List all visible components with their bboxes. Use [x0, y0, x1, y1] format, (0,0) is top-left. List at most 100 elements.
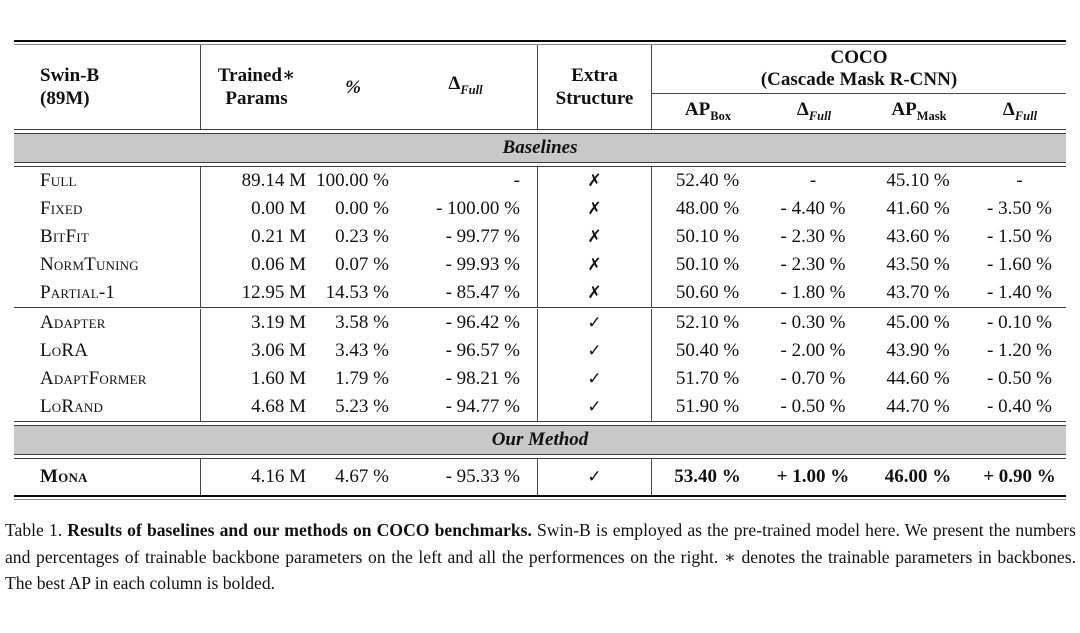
delta-full-cell: - 99.93 % [445, 254, 520, 275]
coco-subheader: APBox ΔFull APMask ΔFull [652, 94, 1066, 129]
percent-cell: 0.23 % [335, 226, 389, 247]
delta-full-header-cell: ΔFull [448, 73, 483, 97]
delta-box-cell: - 4.40 % [780, 198, 846, 219]
percent-cell: 1.79 % [335, 368, 389, 389]
check-mark-icon: ✓ [587, 313, 602, 333]
delta-full-cell: - 94.77 % [445, 396, 520, 417]
extra-structure-cell: ✗ [537, 195, 651, 223]
extra-structure-cell: ✗ [537, 251, 651, 279]
delta-symbol: Δ [448, 73, 461, 95]
method-cell: LoRand [40, 396, 104, 417]
delta-mask-cell: - 1.50 % [987, 226, 1052, 247]
cross-mark-icon: ✗ [587, 227, 602, 247]
extra-structure-cell: ✗ [537, 167, 651, 195]
trained-params-cell: 1.60 M [200, 365, 312, 393]
baselines-group-2: Adapter 3.19 M 3.58 % - 96.42 % ✓ 52.10 … [14, 309, 1066, 421]
delta-full-cell: - 99.77 % [445, 226, 520, 247]
delta-box-cell: - 2.00 % [780, 340, 846, 361]
delta-mask-cell: - 1.60 % [987, 254, 1052, 275]
delta-box-cell: - 0.30 % [780, 312, 846, 333]
delta-mask-cell: + 0.90 % [983, 466, 1056, 487]
delta-box-cell: - 2.30 % [780, 254, 846, 275]
method-cell: Partial-1 [40, 282, 116, 303]
delta-mask-header-cell: ΔFull [1002, 99, 1038, 123]
trained-params-cell: 3.06 M [200, 337, 312, 365]
delta-mask-cell: - [1016, 170, 1023, 191]
cross-mark-icon: ✗ [587, 255, 602, 275]
table-row: LoRand 4.68 M 5.23 % - 94.77 % ✓ 51.90 %… [14, 393, 1066, 421]
delta-full-cell: - 96.42 % [445, 312, 520, 333]
cross-mark-icon: ✗ [587, 283, 602, 303]
caption-bold-title: Results of baselines and our methods on … [67, 520, 532, 540]
ap-mask-header-cell: APMask [891, 99, 947, 123]
ap-box-cell: 51.90 % [651, 393, 763, 421]
delta-symbol: Δ [796, 99, 809, 121]
model-name: Swin-B [40, 65, 100, 86]
percent-cell: 100.00 % [316, 170, 389, 191]
delta-full-cell: - 98.21 % [445, 368, 520, 389]
trained-params-cell: 0.21 M [200, 223, 312, 251]
ap-box-cell: 51.70 % [651, 365, 763, 393]
table-top-rule [14, 40, 1066, 45]
ap-mask-cell: 44.70 % [886, 396, 950, 417]
trained-params-cell: 4.16 M [200, 459, 312, 495]
table-row: Full 89.14 M 100.00 % - ✗ 52.40 % - 45.1… [14, 167, 1066, 195]
check-mark-icon: ✓ [587, 467, 602, 487]
ap-box-cell: 50.40 % [651, 337, 763, 365]
delta-full-cell: - 95.33 % [445, 466, 520, 487]
ap-box-cell: 53.40 % [651, 459, 763, 495]
table-row: LoRA 3.06 M 3.43 % - 96.57 % ✓ 50.40 % -… [14, 337, 1066, 365]
model-header-cell: Swin-B (89M) [14, 45, 200, 129]
table-header: Swin-B (89M) Trained∗ Params % ΔFull Ext… [14, 45, 1066, 129]
delta-full-cell: - [513, 170, 520, 191]
cross-mark-icon: ✗ [587, 199, 602, 219]
extra-structure-cell: ✓ [537, 393, 651, 421]
our-method-section-band: Our Method [14, 426, 1066, 454]
delta-box-cell: + 1.00 % [776, 466, 850, 487]
baselines-section-band: Baselines [14, 134, 1066, 162]
delta-box-cell: - [809, 170, 817, 191]
ap-box-header-cell: APBox [684, 99, 732, 123]
ap-mask-cell: 43.90 % [886, 340, 950, 361]
delta-mask-cell: - 0.10 % [987, 312, 1052, 333]
trained-params-cell: 89.14 M [200, 167, 312, 195]
extra-structure-cell: ✓ [537, 309, 651, 337]
extra-structure-header-cell: Extra Structure [537, 45, 651, 129]
method-cell: Adapter [40, 312, 106, 333]
delta-box-cell: - 2.30 % [780, 226, 846, 247]
percent-cell: 5.23 % [335, 396, 389, 417]
percent-cell: 3.43 % [335, 340, 389, 361]
our-method-section-title: Our Method [491, 429, 589, 450]
extra-structure-cell: ✓ [537, 337, 651, 365]
table-row: Fixed 0.00 M 0.00 % - 100.00 % ✗ 48.00 %… [14, 195, 1066, 223]
table-row: NormTuning 0.06 M 0.07 % - 99.93 % ✗ 50.… [14, 251, 1066, 279]
extra-structure-cell: ✓ [537, 365, 651, 393]
percent-cell: 0.07 % [335, 254, 389, 275]
ap-mask-cell: 46.00 % [884, 466, 952, 487]
ap-mask-cell: 45.10 % [886, 170, 950, 191]
delta-box-cell: - 0.50 % [780, 396, 846, 417]
delta-box-header-cell: ΔFull [796, 99, 832, 123]
percent-cell: 14.53 % [325, 282, 389, 303]
method-cell: LoRA [40, 340, 89, 361]
extra-structure-cell: ✗ [537, 279, 651, 307]
mona-table-row: Mona 4.16 M 4.67 % - 95.33 % ✓ 53.40 % +… [14, 459, 1066, 495]
ap-mask-cell: 43.70 % [886, 282, 950, 303]
ap-box-cell: 50.60 % [651, 279, 763, 307]
trained-params-cell: 0.00 M [200, 195, 312, 223]
trained-params-cell: 0.06 M [200, 251, 312, 279]
trained-params-cell: 4.68 M [200, 393, 312, 421]
rule [14, 129, 1066, 134]
baselines-section-title: Baselines [502, 137, 578, 158]
trained-params-header-cell: Trained∗ Params [200, 45, 312, 129]
delta-mask-cell: - 1.40 % [987, 282, 1052, 303]
ap-mask-cell: 43.60 % [886, 226, 950, 247]
delta-box-cell: - 1.80 % [780, 282, 846, 303]
check-mark-icon: ✓ [587, 341, 602, 361]
method-cell: Mona [40, 466, 88, 487]
ap-mask-cell: 43.50 % [886, 254, 950, 275]
coco-title: COCO (Cascade Mask R-CNN) [652, 45, 1066, 94]
ap-box-cell: 52.10 % [651, 309, 763, 337]
table-row: BitFit 0.21 M 0.23 % - 99.77 % ✗ 50.10 %… [14, 223, 1066, 251]
